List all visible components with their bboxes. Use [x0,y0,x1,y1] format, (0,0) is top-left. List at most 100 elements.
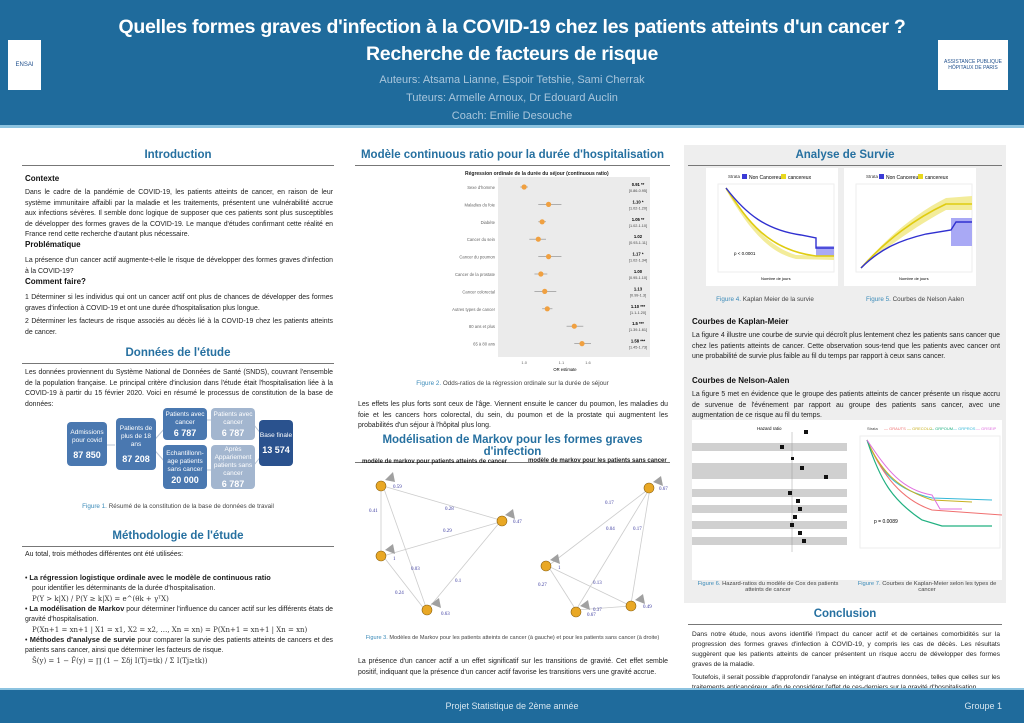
svg-text:cancereux: cancereux [788,175,812,181]
svg-text:Strata: Strata [866,174,879,179]
methodo-intro: Au total, trois méthodes différentes ont… [25,551,184,558]
methods-list: • La régression logistique ordinale avec… [25,573,334,665]
flow-box-admissions: Admissions pour covid 87 850 [67,422,107,466]
markov-edge-label: 0.17 [633,527,642,532]
forest-or-label: 1.10 *** [631,304,646,309]
forest-ci-label: [1.02-1.20] [629,206,647,210]
forest-or-label: 1.10 * [633,199,644,204]
markov-edge-label: 0.37 [593,608,602,613]
markov-edge-label: 0.63 [441,612,450,617]
section-title-conclusion: Conclusion [688,608,1002,625]
markov-edge-label: 0.67 [659,487,668,492]
forest-or-label: 1.02 [634,234,643,239]
section-title-donnees: Données de l'étude [22,347,334,364]
forest-ci-label: [0.93-1.11] [629,241,647,245]
markov-edge-label: 0.47 [513,520,522,525]
flow-box-adults: Patients de plus de 18 ans 87 208 [116,418,156,470]
forest-plot-title: Régression ordinale de la durée du séjou… [465,171,609,177]
method-3: • Méthodes d'analyse de survie pour comp… [25,635,333,654]
section-title-introduction: Introduction [22,149,334,166]
method-1: • La régression logistique ordinale avec… [25,573,271,582]
svg-text:Non Cancereux: Non Cancereux [749,175,784,181]
forest-point [542,288,548,294]
markov-edge-label: 0.59 [393,485,402,490]
forest-row-label: Sexe d'homme [467,185,495,190]
forest-point [571,323,577,329]
heading-nelson-aalen: Courbes de Nelson-Aalen [692,376,790,385]
markov-edge-label: 0.17 [605,501,614,506]
markov-edge-label: 0.24 [395,591,404,596]
svg-text:Nombre de jours: Nombre de jours [899,276,929,281]
section-title-methodologie: Méthodologie de l'étude [22,530,334,547]
forest-row-label: Cancer de la prostate [455,272,496,277]
poster-footer: Projet Statistique de 2ème année Groupe … [0,688,1024,723]
tutors: Tuteurs: Armelle Arnoux, Dr Edouard Aucl… [406,92,618,104]
forest-point [538,271,544,277]
problematique-text: La présence d'un cancer actif augmente-t… [25,257,333,275]
heading-problematique: Problématique [25,240,81,249]
authors: Auteurs: Atsama Lianne, Espoir Tetshie, … [379,74,645,86]
poster-header: ENSAI ASSISTANCE PUBLIQUE HÔPITAUX DE PA… [0,0,1024,128]
figure-5-caption: Figure 5. Courbes de Nelson Aalen [865,296,965,303]
forest-or-label: 1.17 * [633,252,644,257]
figure-3-caption: Figure 3. Modèles de Markov pour les pat… [365,635,660,641]
footer-project: Projet Statistique de 2ème année [445,701,579,711]
cox-and-types-figures: Hazard ratio Strata — GRAUTS — GRECOLO— GR… [692,420,1002,580]
forest-or-label: 1.5 *** [632,321,644,326]
forest-point [539,219,545,225]
markov-edge-label: 1 [558,566,561,571]
forest-row-label: Cancer du poumon [459,255,495,260]
aphp-logo: ASSISTANCE PUBLIQUE HÔPITAUX DE PARIS [938,40,1008,90]
forest-tick-label: 1.0 [521,360,527,365]
step-item: 2 Déterminer les facteurs de risque asso… [25,318,333,336]
flow-box-cancer-2: Patients avec cancer 6 787 [211,408,255,440]
forest-tick-label: 1.1 [559,360,565,365]
svg-text:Non Cancereux: Non Cancereux [886,175,921,181]
donnees-text: Les données proviennent du Système Natio… [25,369,333,408]
forest-or-label: 0.91 ** [632,182,645,187]
markov-edge-label: 0.27 [538,583,547,588]
markov-edge-label: 0.29 [443,529,452,534]
formula-continuous-ratio: P(Y > k|X) / P(Y ≥ k|X) = e^(θk + γᵀX) [32,595,169,603]
types-legend-entry: — GRAUTS [884,426,906,431]
flow-box-cancer: Patients avec cancer 6 787 [163,408,207,440]
forest-point [535,236,541,242]
heading-contexte: Contexte [25,174,60,183]
svg-text:Strata: Strata [867,426,878,431]
steps-list: 1 Déterminer si les individus qui ont un… [25,293,333,338]
svg-text:Nombre de jours: Nombre de jours [761,276,791,281]
contexte-text: Dans le cadre de la pandémie de COVID-19… [25,189,333,239]
svg-text:cancereux: cancereux [925,175,949,181]
forest-point [545,254,552,260]
markov-edge-label: 0.28 [445,507,454,512]
forest-or-label: 1.13 [634,286,643,291]
figure-2-caption: Figure 2. Odds-ratios de la régression o… [416,380,609,387]
flow-box-sample: Echantillonn-age patients sans cancer 20 … [163,445,207,489]
forest-ci-label: [1.45-1.73] [629,346,647,350]
flow-box-matched: Après Appariement patients sans cancer 6 … [211,445,255,489]
forest-point [545,201,552,207]
continuous-ratio-text: Les effets les plus forts sont ceux de l… [358,401,668,430]
forest-or-label: 1.58 *** [631,339,646,344]
coach: Coach: Emilie Desouche [451,110,573,122]
forest-ci-label: [1.39-1.61] [629,328,647,332]
ensai-logo: ENSAI [8,40,41,90]
forest-ci-label: [1.02-1.10] [629,224,647,228]
section-title-continuous-ratio: Modèle continuous ratio pour la durée d'… [355,149,670,166]
svg-text:Hazard ratio: Hazard ratio [757,426,782,431]
forest-tick-label: 1.6 [585,360,591,365]
forest-ci-label: [0.86-0.95] [629,189,647,193]
survival-figures: Strata Strata Non Cancereux cancereux Non… [706,168,976,286]
forest-point [579,341,585,347]
nelson-aalen-text: La figure 5 met en évidence que le group… [692,391,1000,420]
conclusion-text: Dans notre étude, nous avons identifié l… [692,631,1000,691]
forest-row-label: 80 ans et plus [469,324,495,329]
forest-or-label: 1.05 ** [632,217,645,222]
types-legend-entry: — GRSEIP [976,426,997,431]
markov-edge-label: 0.04 [606,527,615,532]
markov-edge-label: 0.1 [455,579,462,584]
forest-row-label: 65 à 80 ans [473,342,495,347]
types-pvalue: p = 0.0089 [874,519,898,525]
types-legend-entry: — GRPOUM [930,426,953,431]
forest-xlabel: OR estimate [553,367,577,372]
